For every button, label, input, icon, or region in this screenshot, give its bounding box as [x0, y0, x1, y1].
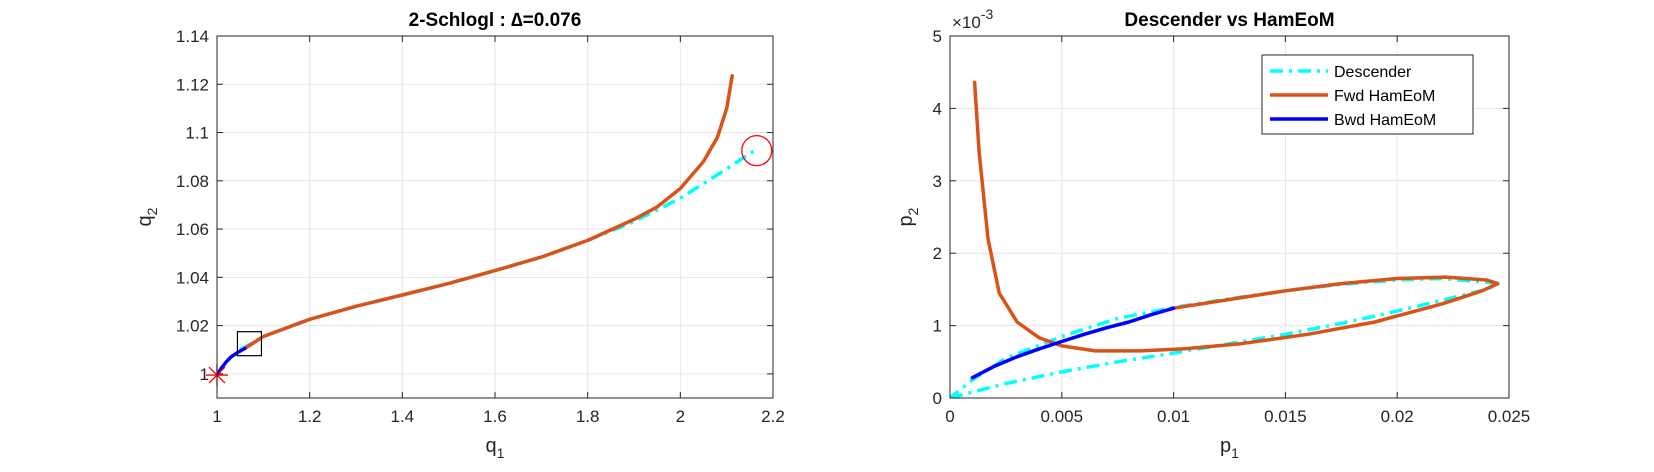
x-tick-label: 0 [945, 407, 954, 426]
legend-label-bwd: Bwd HamEoM [1334, 112, 1436, 129]
x-tick-label: 2 [676, 407, 685, 426]
fwd-series-line [972, 80, 1500, 353]
bwd-series-line [217, 346, 247, 377]
chart-title: Descender vs HamEoM [1124, 10, 1334, 31]
x-axis-label: p1 [1220, 435, 1239, 461]
x-tick-label: 0.015 [1264, 407, 1307, 426]
series-group [217, 74, 756, 377]
y-tick-label: 1.06 [176, 220, 209, 239]
legend-label-fwd: Fwd HamEoM [1334, 88, 1435, 105]
y-tick-label: 3 [933, 172, 942, 191]
x-tick-label: 2.2 [761, 407, 785, 426]
series-group [950, 80, 1500, 398]
legend-label-descender: Descender [1334, 64, 1412, 81]
x-axis-label: q1 [486, 435, 505, 461]
y-tick-label: 1.14 [176, 27, 209, 46]
y-tick-label: 0 [933, 389, 942, 408]
y-tick-label: 1.04 [176, 268, 209, 287]
y-tick-label: 4 [933, 99, 942, 118]
axes-box [949, 35, 1510, 399]
y-axis-label: q2 [134, 207, 160, 226]
end-circle-marker [741, 134, 773, 167]
y-tick-label: 5 [933, 27, 942, 46]
x-tick-label: 1.6 [483, 407, 507, 426]
x-tick-label: 1 [212, 407, 221, 426]
y-tick-label: 1 [200, 365, 209, 384]
x-tick-label: 0.02 [1381, 407, 1414, 426]
y-tick-label: 1 [933, 317, 942, 336]
descender-vs-hameom-plot: 0 0.005 0.01 0.015 0.02 0.025 0 1 2 3 4 5 Descender … [895, 6, 1530, 461]
legend: Descender Fwd HamEoM Bwd HamEoM [1261, 54, 1474, 135]
y-tick-label: 1.12 [176, 75, 209, 94]
x-tick-label: 0.01 [1157, 407, 1190, 426]
fwd-series-line [243, 74, 734, 351]
y-axis-label: p2 [895, 207, 921, 226]
x-tick-label: 1.2 [298, 407, 322, 426]
x-tick-label: 0.025 [1488, 407, 1531, 426]
y-tick-label: 1.08 [176, 172, 209, 191]
square-marker [236, 331, 263, 357]
bwd-series-line [970, 306, 1176, 380]
x-tick-label: 0.005 [1041, 407, 1084, 426]
y-tick-label: 1.02 [176, 317, 209, 336]
x-tick-label: 1.8 [576, 407, 600, 426]
schlogl-q-plot: 1 1.2 1.4 1.6 1.8 2 2.2 1 1.02 1.04 1.06 1.08 1.1 1.1… [134, 10, 785, 461]
x-tick-label: 1.4 [391, 407, 415, 426]
chart-title: 2-Schlogl : ∆=0.076 [409, 10, 582, 31]
y-exponent-label: ×10-3 [952, 6, 994, 32]
y-tick-label: 2 [933, 244, 942, 263]
y-tick-label: 1.1 [185, 124, 209, 143]
